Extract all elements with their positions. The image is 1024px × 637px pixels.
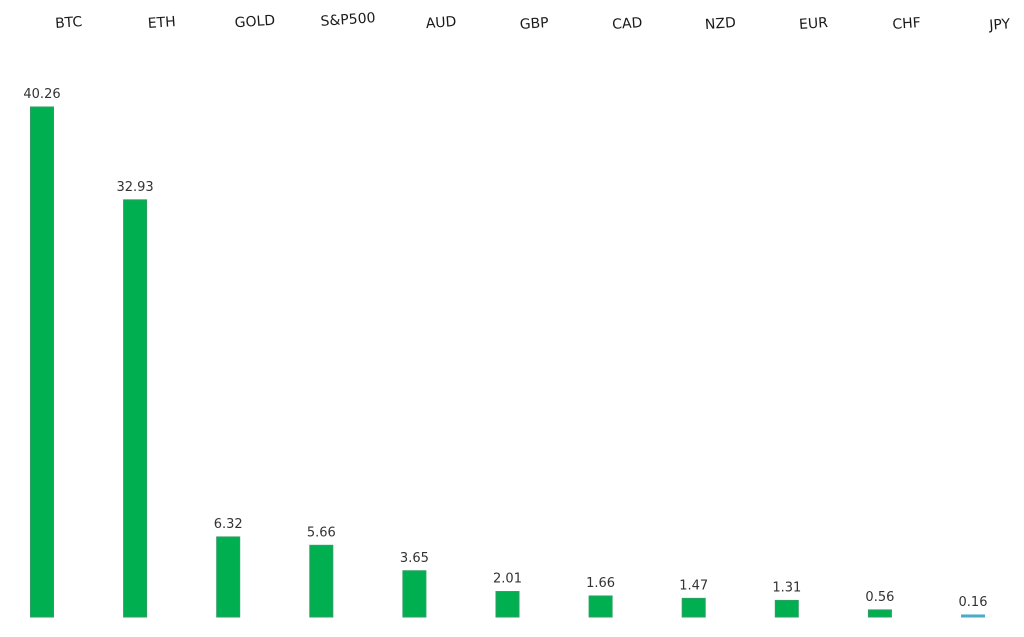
- value-label-nzd: 1.47: [679, 578, 708, 593]
- bar-eth: [123, 199, 148, 618]
- bar-jpy: [961, 614, 985, 618]
- bar-s-p500: [309, 544, 334, 618]
- category-label-nzd: NZD: [704, 15, 736, 33]
- value-label-gold: 6.32: [214, 517, 243, 532]
- category-label-eth: ETH: [147, 14, 176, 32]
- category-labels: BTC ETH GOLD S&P500 AUD GBP CAD NZD EUR CHF JPY: [55, 10, 1011, 34]
- value-label-eth: 32.93: [116, 180, 153, 195]
- bars: [30, 106, 985, 618]
- category-label-s-p500: S&P500: [320, 10, 376, 30]
- category-label-gbp: GBP: [519, 15, 549, 33]
- value-label-eur: 1.31: [772, 580, 801, 595]
- bar-chf: [867, 609, 892, 618]
- bar-aud: [402, 570, 427, 618]
- value-label-s-p500: 5.66: [307, 525, 336, 540]
- value-labels: 40.26 32.93 6.32 5.66 3.65 2.01 1.66 1.47 1.31 0.…: [23, 87, 987, 610]
- value-label-chf: 0.56: [865, 590, 894, 605]
- bar-cad: [588, 595, 613, 618]
- value-label-jpy: 0.16: [959, 595, 988, 610]
- category-label-gold: GOLD: [234, 13, 275, 32]
- value-label-aud: 3.65: [400, 551, 429, 566]
- category-label-btc: BTC: [55, 14, 83, 32]
- bar-eur: [774, 599, 799, 618]
- value-label-gbp: 2.01: [493, 572, 522, 587]
- bar-gold: [216, 536, 241, 618]
- bar-gbp: [495, 591, 520, 618]
- bar-btc: [30, 106, 54, 618]
- category-label-eur: EUR: [799, 15, 829, 33]
- category-label-cad: CAD: [612, 15, 643, 33]
- value-label-btc: 40.26: [23, 87, 60, 102]
- category-label-aud: AUD: [425, 14, 457, 32]
- category-label-jpy: JPY: [988, 16, 1011, 34]
- category-label-chf: CHF: [892, 15, 921, 33]
- value-label-cad: 1.66: [586, 576, 615, 591]
- bar-nzd: [681, 597, 706, 618]
